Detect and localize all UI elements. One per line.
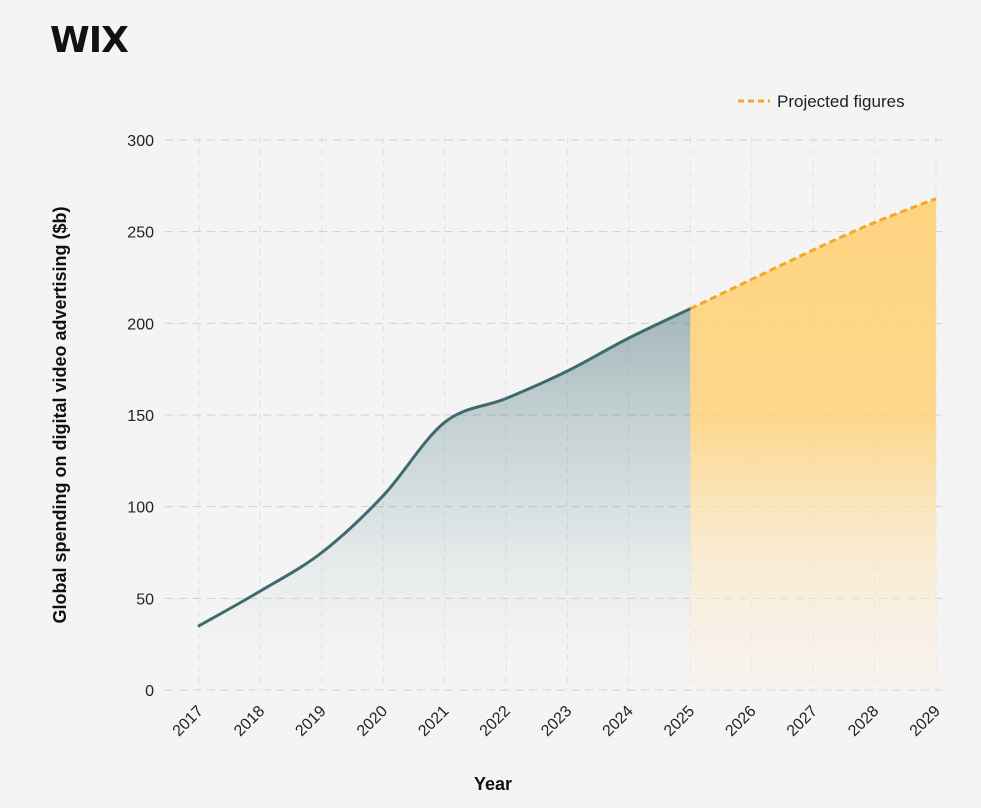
data-point-actual-2023 (566, 369, 570, 373)
y-tick-label-50: 50 (136, 591, 154, 608)
data-point-projected-2028 (873, 221, 877, 225)
x-tick-label-2027: 2027 (784, 703, 821, 740)
x-tick-label-2019: 2019 (292, 703, 329, 740)
data-point-actual-2018 (258, 589, 262, 593)
y-axis-title: Global spending on digital video adverti… (50, 206, 70, 623)
x-tick-label-2021: 2021 (415, 703, 452, 740)
y-tick-label-100: 100 (127, 500, 154, 517)
y-tick-label-250: 250 (127, 225, 154, 242)
series-lines (197, 197, 938, 628)
legend-label-projected: Projected figures (777, 92, 905, 111)
line-projected (689, 197, 937, 311)
data-point-actual-2017 (197, 624, 201, 628)
x-tick-label-2017: 2017 (170, 703, 207, 740)
line-actual (197, 307, 692, 628)
data-point-projected-2029 (934, 197, 938, 201)
x-tick-label-2022: 2022 (477, 703, 514, 740)
y-tick-label-300: 300 (127, 133, 154, 150)
x-tick-label-2028: 2028 (845, 703, 882, 740)
y-tick-label-200: 200 (127, 316, 154, 333)
area-projected (690, 198, 936, 690)
y-tick-label-150: 150 (127, 408, 154, 425)
x-axis-title: Year (474, 774, 512, 794)
data-point-actual-2019 (320, 551, 324, 555)
x-tick-label-2029: 2029 (907, 703, 944, 740)
legend: Projected figures (738, 92, 905, 111)
y-tick-label-0: 0 (145, 683, 154, 700)
area-fills (199, 198, 936, 690)
data-point-actual-2024 (627, 336, 631, 340)
data-point-projected-2027 (811, 248, 815, 252)
area-actual (199, 308, 691, 690)
x-tick-label-2020: 2020 (354, 703, 391, 740)
data-point-actual-2020 (381, 494, 385, 498)
wix-logo: WIX (50, 20, 129, 61)
data-point-projected-2026 (750, 277, 754, 281)
x-tick-label-2024: 2024 (600, 703, 637, 740)
data-point-actual-2022 (504, 397, 508, 401)
x-tick-label-2025: 2025 (661, 703, 698, 740)
data-point-projected-2025 (688, 307, 692, 311)
x-tick-label-2026: 2026 (722, 703, 759, 740)
x-tick-label-2023: 2023 (538, 703, 575, 740)
data-point-actual-2021 (443, 420, 447, 424)
x-tick-label-2018: 2018 (231, 703, 268, 740)
